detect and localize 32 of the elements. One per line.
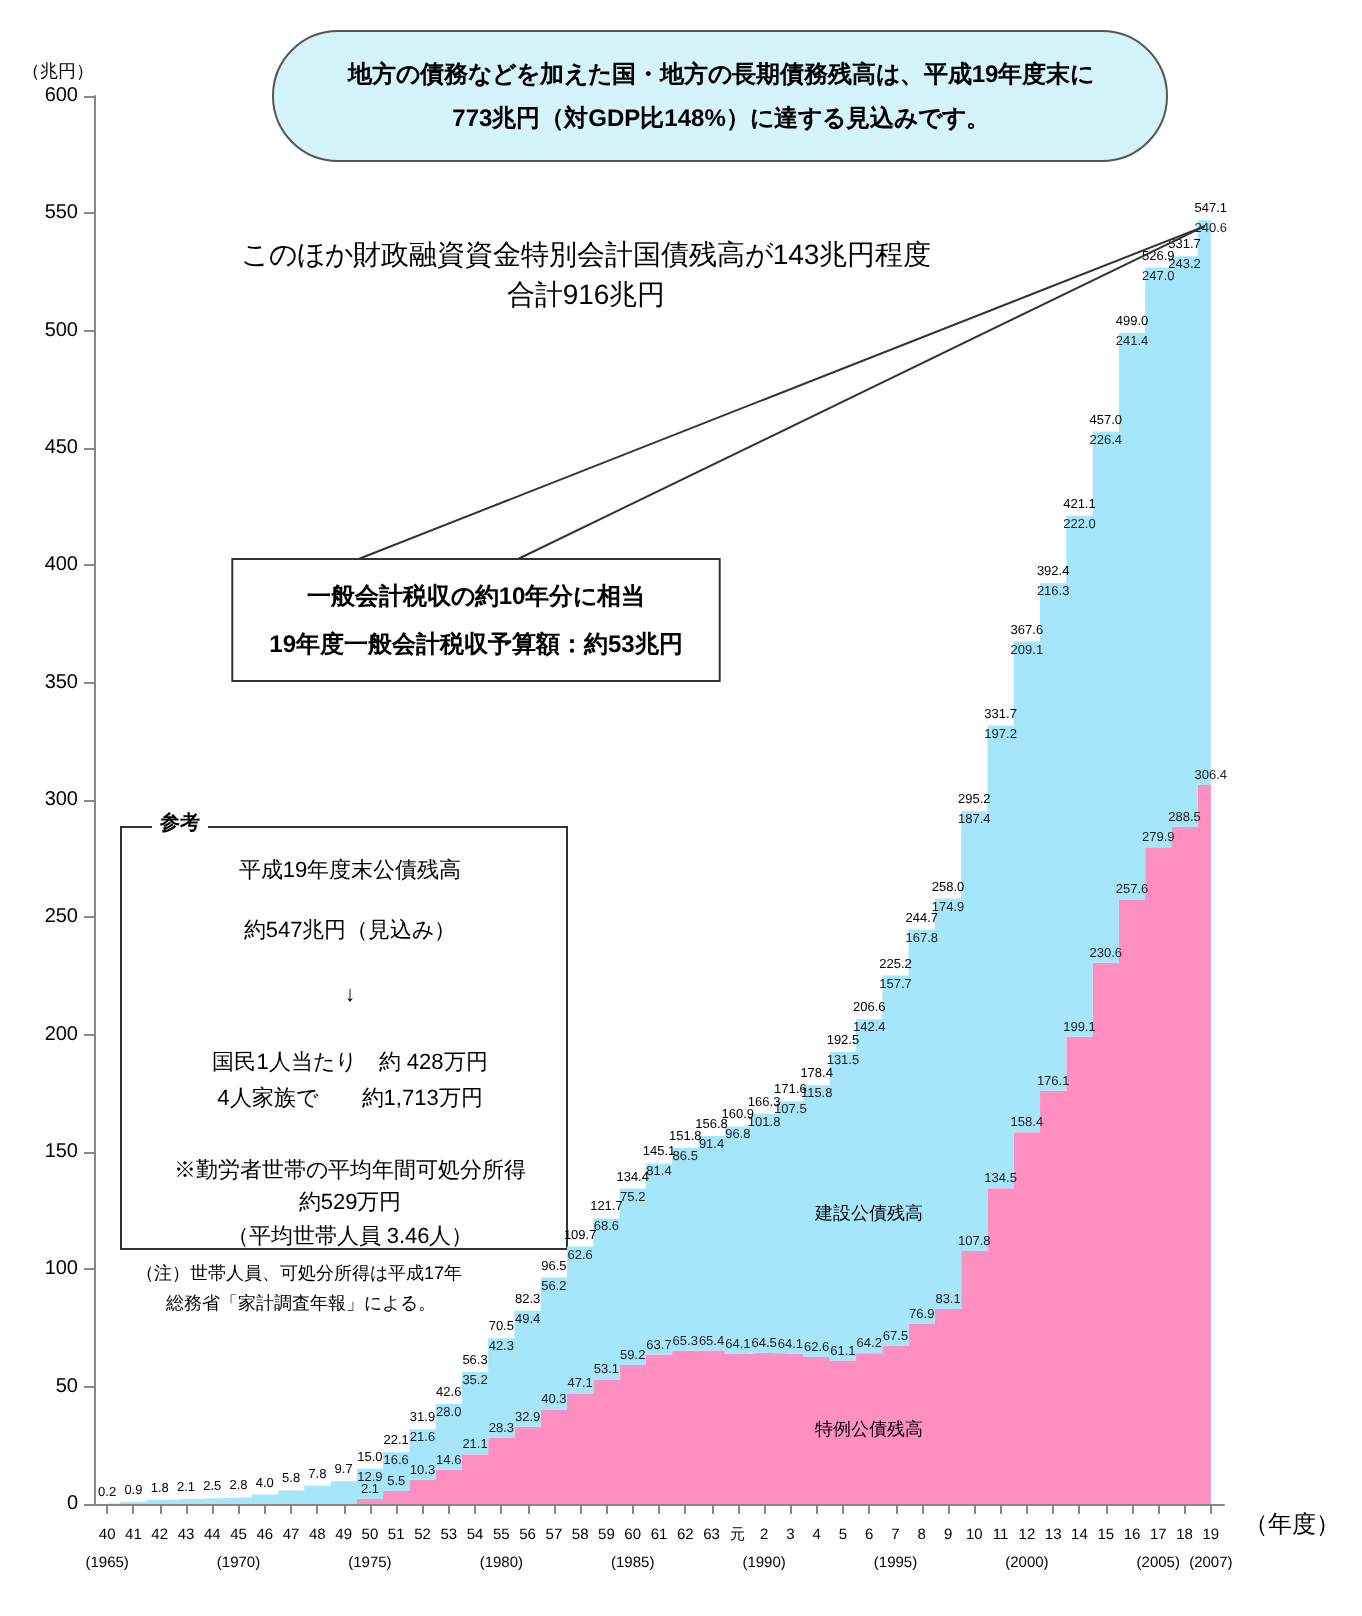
annotation: 国民1人当たり 約 428万円 [212, 1051, 488, 1075]
x-axis-title: （年度） [1244, 1510, 1341, 1538]
y-tick-label: 400 [44, 554, 79, 577]
annotation: （平均世帯人員 3.46人） [226, 1223, 474, 1249]
y-tick-label: 200 [44, 1023, 79, 1046]
annotation: 平成19年度末公債残高 [238, 857, 462, 883]
y-tick-label: 350 [44, 671, 79, 694]
series-label: 建設公債残高 [813, 1202, 924, 1223]
annotation: ↓ [344, 983, 356, 1007]
annotation: 約547兆円（見込み） [243, 917, 457, 943]
y-tick-label: 600 [44, 85, 79, 107]
annotation: 一般会計税収の約10年分に相当 19年度一般会計税収予算額：約53兆円 [269, 582, 683, 658]
y-tick-label: 500 [44, 319, 79, 342]
annotation: 約529万円 [298, 1191, 402, 1215]
annotation: 合計916兆円 [506, 278, 666, 310]
annotation: 総務省「家計調査年報」による。 [164, 1293, 436, 1313]
annotation: ※勤労者世帯の平均年間可処分所得 [174, 1157, 526, 1183]
annotation: 参考 [158, 811, 200, 835]
annotation: このほか財政融資資金特別会計国債残高が143兆円程度 [240, 238, 932, 270]
y-tick-label: 150 [44, 1141, 79, 1163]
y-tick-label: 450 [44, 437, 79, 459]
y-axis-title: （兆円） [22, 61, 94, 81]
annotation: 地方の債務などを加えた国・地方の長期債務残高は、平成19年度末に 773兆円（対GDP比148%）に達する見込みです。 [345, 60, 1095, 132]
annotation: 4人家族で 約1,713万円 [217, 1085, 483, 1111]
y-tick-label: 300 [44, 789, 79, 811]
y-tick-label: 550 [44, 202, 79, 225]
annotation: （注）世帯人員、可処分所得は平成17年 [136, 1263, 463, 1283]
y-tick-label: 250 [44, 906, 79, 929]
y-tick-label: 50 [55, 1375, 79, 1398]
y-tick-label: 100 [44, 1258, 79, 1281]
series-label: 特例公債残高 [815, 1418, 924, 1439]
y-tick-label: 0 [66, 1493, 79, 1515]
